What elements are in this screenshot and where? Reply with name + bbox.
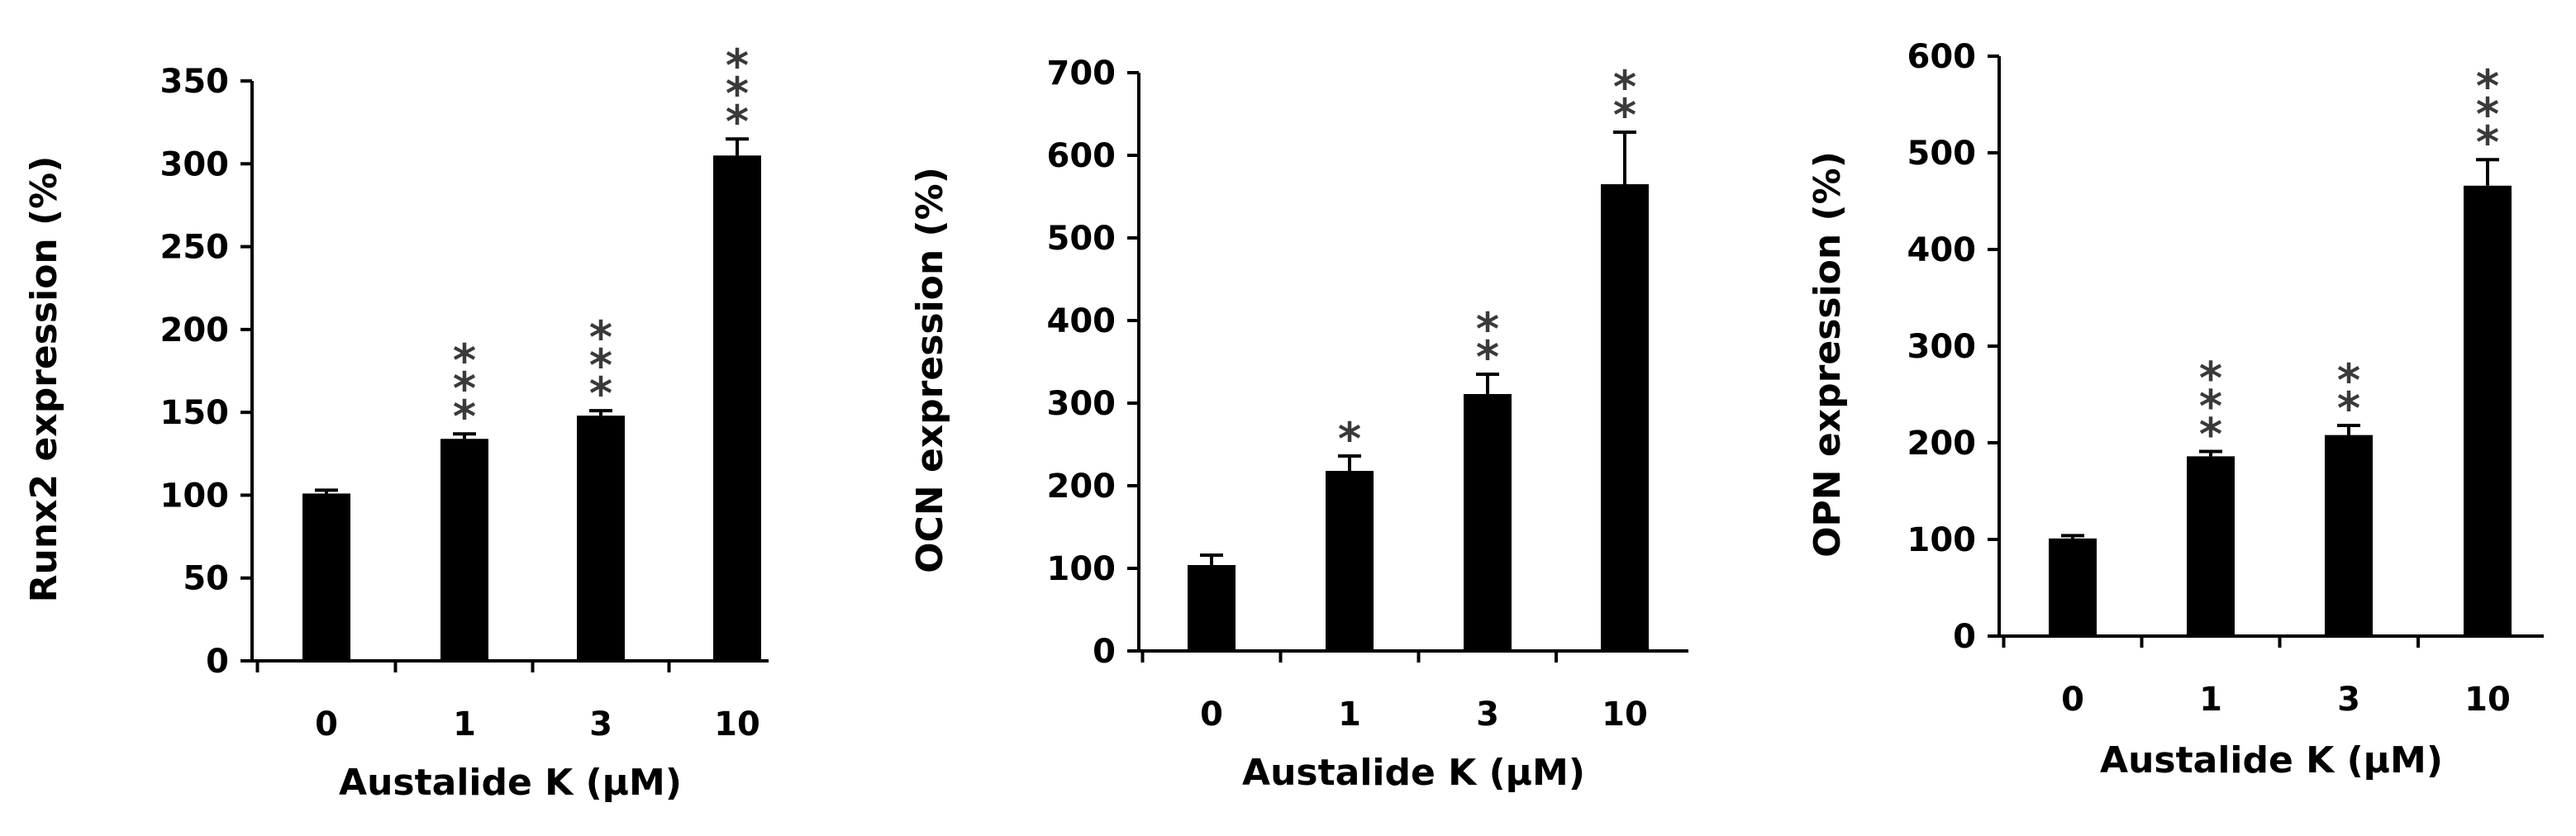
chart-panel-3: 01002003004005006000***1**3***10Austalid… [1807, 38, 2544, 781]
y-tick-label: 0 [206, 643, 229, 681]
bar [1601, 184, 1649, 651]
significance-star: * [589, 311, 612, 363]
y-tick-label: 300 [1907, 328, 1977, 366]
x-tick-label: 0 [1200, 696, 1223, 734]
significance-marker: *** [453, 335, 476, 443]
significance-star: * [726, 40, 749, 92]
significance-marker: ** [2337, 354, 2360, 435]
y-tick-label: 100 [1907, 521, 1977, 559]
y-tick-label: 700 [1047, 55, 1117, 93]
bar [577, 416, 625, 661]
bar [1326, 471, 1374, 651]
y-axis-title: OPN expression (%) [1807, 151, 1849, 558]
bar [440, 439, 488, 661]
significance-star: * [726, 68, 749, 120]
significance-marker: ** [1476, 303, 1499, 383]
x-tick-label: 1 [2199, 681, 2222, 719]
y-tick-label: 0 [1953, 618, 1976, 656]
x-tick-label: 3 [2337, 681, 2360, 719]
bar [2187, 456, 2235, 636]
significance-star: * [1613, 89, 1636, 141]
x-tick-label: 3 [1476, 696, 1499, 734]
y-tick-label: 600 [1907, 38, 1977, 76]
significance-star: * [1476, 303, 1499, 355]
chart-panel-1: 0501001502002503003500***1***3***10Austa… [23, 40, 769, 804]
bar [2049, 538, 2097, 636]
significance-star: * [2199, 381, 2222, 433]
significance-marker: *** [726, 40, 749, 148]
significance-star: * [453, 335, 476, 387]
bar [1188, 565, 1236, 651]
y-tick-label: 0 [1093, 633, 1116, 671]
significance-star: * [2337, 382, 2360, 435]
y-tick-label: 100 [160, 477, 230, 515]
significance-star: * [1338, 413, 1361, 465]
x-axis-title: Austalide K (µM) [1242, 752, 1585, 794]
y-tick-label: 400 [1907, 231, 1977, 269]
significance-star: * [2476, 60, 2499, 112]
x-axis-title: Austalide K (µM) [339, 762, 682, 804]
significance-star: * [2337, 354, 2360, 406]
significance-star: * [2476, 116, 2499, 169]
significance-star: * [589, 340, 612, 392]
significance-marker: *** [589, 311, 612, 420]
y-tick-label: 300 [160, 145, 230, 183]
bar [713, 155, 761, 661]
x-tick-label: 10 [2464, 681, 2511, 719]
y-tick-label: 250 [160, 229, 230, 267]
y-tick-label: 100 [1047, 550, 1117, 588]
bar [2464, 185, 2512, 636]
y-tick-label: 350 [160, 63, 230, 101]
significance-marker: *** [2199, 353, 2222, 461]
y-tick-label: 600 [1047, 137, 1117, 175]
significance-star: * [2199, 409, 2222, 461]
x-tick-label: 10 [1602, 696, 1648, 734]
x-tick-label: 0 [315, 705, 338, 743]
significance-star: * [453, 391, 476, 443]
y-tick-label: 150 [160, 394, 230, 432]
significance-marker: *** [2476, 60, 2499, 169]
significance-marker: ** [1613, 61, 1636, 141]
y-axis-title: OCN expression (%) [909, 167, 951, 573]
y-tick-label: 50 [183, 560, 229, 598]
x-tick-label: 0 [2061, 681, 2084, 719]
y-tick-label: 400 [1047, 302, 1117, 340]
y-tick-label: 500 [1907, 135, 1977, 173]
x-tick-label: 3 [589, 705, 612, 743]
y-tick-label: 200 [160, 311, 230, 349]
y-tick-label: 200 [1047, 468, 1117, 506]
x-tick-label: 10 [714, 705, 760, 743]
significance-star: * [589, 368, 612, 420]
y-tick-label: 200 [1907, 425, 1977, 463]
significance-star: * [2199, 353, 2222, 405]
chart-panel-2: 01002003004005006007000*1**3**10Austalid… [909, 55, 1688, 794]
x-tick-label: 1 [1338, 696, 1361, 734]
y-tick-label: 300 [1047, 385, 1117, 423]
x-tick-label: 1 [453, 705, 476, 743]
bar [302, 493, 350, 661]
x-axis-title: Austalide K (µM) [2100, 739, 2443, 781]
significance-star: * [2476, 88, 2499, 140]
significance-marker: * [1338, 413, 1361, 465]
significance-star: * [453, 363, 476, 415]
bar [2325, 435, 2373, 636]
y-tick-label: 500 [1047, 220, 1117, 258]
significance-star: * [1476, 331, 1499, 383]
y-axis-title: Runx2 expression (%) [23, 156, 65, 603]
bar [1464, 394, 1512, 651]
significance-star: * [1613, 61, 1636, 113]
significance-star: * [726, 96, 749, 148]
